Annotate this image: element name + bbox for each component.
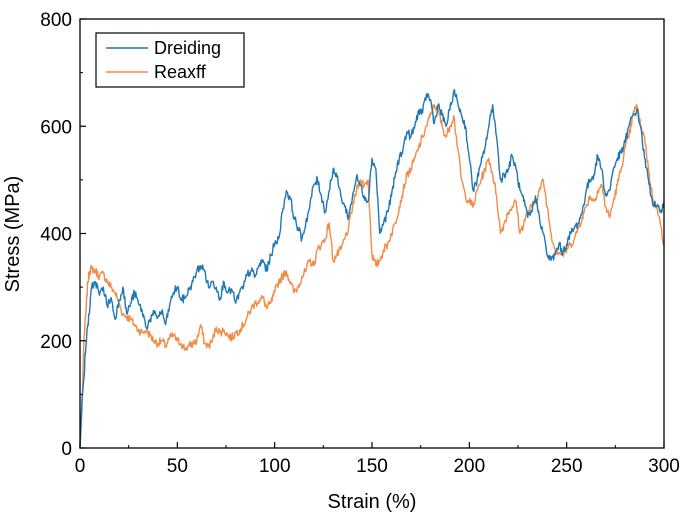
x-tick-label: 0 (75, 456, 86, 477)
legend: Dreiding Reaxff (95, 32, 245, 88)
ticks-layer: 0 50 100 150 200 250 300 0 200 400 600 800 (40, 10, 680, 477)
y-tick-label: 800 (40, 10, 72, 31)
x-axis-title: Strain (%) (328, 491, 417, 513)
y-axis-title: Stress (MPa) (2, 176, 24, 293)
x-tick-label: 50 (167, 456, 188, 477)
y-tick-label: 400 (40, 225, 72, 246)
y-tick-label: 0 (61, 439, 72, 460)
legend-box (95, 32, 245, 88)
legend-label-dreiding: Dreiding (154, 38, 221, 58)
x-tick-label: 150 (356, 456, 388, 477)
series-layer (79, 88, 665, 449)
x-tick-label: 250 (551, 456, 583, 477)
series-line-dreiding (79, 88, 665, 449)
y-tick-label: 600 (40, 117, 72, 138)
x-tick-label: 300 (648, 456, 680, 477)
y-tick-label: 200 (40, 332, 72, 353)
x-tick-label: 100 (259, 456, 291, 477)
x-tick-label: 200 (453, 456, 485, 477)
legend-label-reaxff: Reaxff (154, 62, 207, 82)
